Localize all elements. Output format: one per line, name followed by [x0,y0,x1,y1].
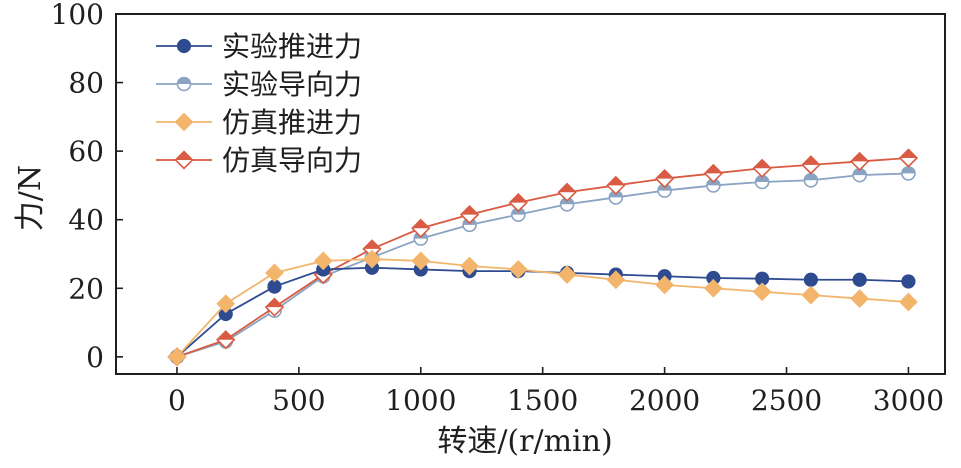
data-point [655,275,674,295]
series-layer [167,148,919,367]
data-point [752,282,772,302]
data-point [850,151,870,172]
legend-label: 实验导向力 [222,68,362,101]
legend-marker [174,150,194,170]
y-tick-label: 20 [68,272,104,305]
series-0 [169,260,916,364]
legend-label: 仿真推进力 [222,106,362,139]
series-line [176,258,909,358]
x-tick-label: 0 [168,384,186,417]
data-point [852,167,867,183]
y-axis-title: 力/N [13,165,48,231]
data-point [606,270,626,290]
x-tick-label: 3000 [873,384,944,417]
x-tick-label: 2500 [751,384,822,417]
series-1 [169,166,916,365]
data-point [362,249,382,269]
data-point [801,155,821,175]
data-point [508,192,528,213]
y-tick-label: 0 [86,341,104,374]
legend-marker [176,76,192,92]
series-line [176,157,909,358]
data-point [216,330,236,350]
plot-frame [115,13,946,375]
data-point [803,172,819,188]
y-tick-label: 80 [68,67,104,100]
data-point [265,263,284,283]
data-point [898,148,919,168]
x-tick-label: 1500 [507,384,578,417]
data-point [654,168,675,189]
data-point [754,174,770,190]
legend-item: 实验导向力 [156,68,362,101]
series-line [176,266,909,358]
data-point [411,218,431,238]
y-tick-label: 100 [51,0,104,31]
data-point [852,272,867,287]
series-line [176,172,909,358]
legend-label: 仿真导向力 [222,144,362,177]
data-point [557,182,577,202]
data-point [167,347,187,367]
legend-item: 仿真推进力 [156,106,362,139]
y-tick-label: 60 [68,135,104,168]
x-axis-title: 转速/(r/min) [437,424,612,459]
data-point [460,256,479,276]
y-tick-label: 40 [68,204,104,237]
legend-label: 实验推进力 [222,30,362,63]
data-point [899,292,918,312]
data-point [606,175,626,196]
data-point [216,294,236,314]
data-point [803,272,818,287]
data-point [411,251,431,271]
legend-item: 实验推进力 [156,30,362,63]
data-point [508,260,528,279]
legend-marker [176,38,192,54]
data-point [901,166,916,181]
data-point [850,289,870,308]
x-tick-label: 2000 [629,384,700,417]
x-tick-label: 1000 [385,384,456,417]
data-point [362,239,382,259]
data-point [703,163,723,184]
data-point [557,265,577,284]
data-point [704,278,723,298]
legend-marker [174,112,194,132]
data-point [459,204,480,225]
data-point [801,285,821,305]
axes: 0 500 1000 1500 2000 2500 3000 0 20 40 60 80 100 [51,0,946,417]
series-2 [167,249,918,367]
x-tick-label: 500 [272,384,325,417]
data-point [752,158,772,178]
data-point [313,251,333,271]
legend-item: 仿真导向力 [156,144,362,177]
data-point [264,297,285,317]
data-point [901,274,916,289]
